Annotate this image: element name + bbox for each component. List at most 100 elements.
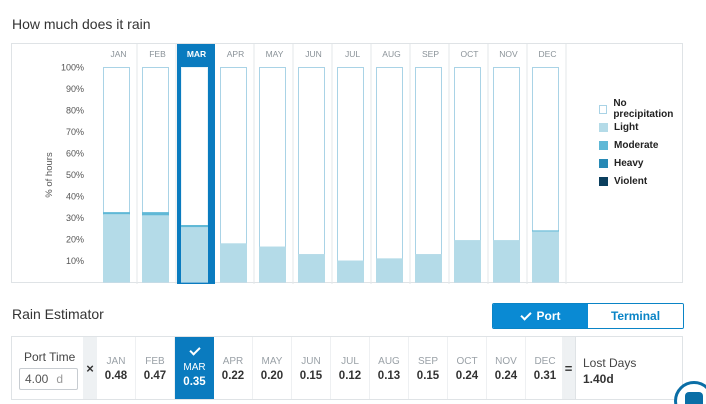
y-tick-label: 60% [66,149,84,159]
month-column-may[interactable]: MAY [259,44,294,284]
month-value: 0.15 [416,370,440,382]
month-column-oct[interactable]: OCT [454,44,489,284]
checkmark-icon [189,344,201,356]
x-tick-label: SEP [422,49,439,59]
bar-segment-light [220,243,247,282]
x-tick-label: NOV [499,49,518,59]
y-tick-label: 20% [66,235,84,245]
month-value: 0.48 [104,370,128,382]
month-value: 0.31 [533,370,557,382]
month-name: MAR [183,362,206,373]
port-toggle-label: Port [536,309,561,323]
month-value: 0.24 [494,370,518,382]
terminal-toggle-label: Terminal [610,309,661,323]
bar-segment-light [259,246,286,282]
bar-segment-light [415,254,442,282]
bar-segment-moderate [532,230,559,232]
bar-segment-light [337,260,364,282]
month-column-dec[interactable]: DEC [532,44,567,284]
port-toggle-button[interactable]: Port [493,304,588,328]
lost-days-value: 1.40d [583,372,614,386]
month-name: DEC [534,356,556,367]
month-column-apr[interactable]: APR [220,44,255,284]
estimator-month-jul[interactable]: JUL 0.12 [331,337,370,399]
x-tick-label: FEB [149,49,166,59]
legend-swatch [599,158,608,168]
x-tick-label: OCT [461,49,479,59]
bar-no-precipitation [337,67,364,283]
estimator-month-feb[interactable]: FEB 0.47 [136,337,175,399]
x-tick-label: MAY [266,49,284,59]
port-time-value: 4.00 [25,372,49,386]
month-name: APR [222,356,244,367]
estimator-month-nov[interactable]: NOV 0.24 [487,337,526,399]
estimator-month-oct[interactable]: OCT 0.24 [448,337,487,399]
lost-days-label: Lost Days [583,356,637,370]
month-value: 0.22 [221,370,245,382]
month-value: 0.20 [260,370,284,382]
y-tick-label: 30% [66,213,84,223]
legend-item: Moderate [599,136,682,154]
bar-segment-light [532,231,559,282]
terminal-toggle-button[interactable]: Terminal [588,304,683,328]
legend-label: Moderate [614,139,659,151]
bar-segment-moderate [181,225,208,228]
month-column-sep[interactable]: SEP [415,44,450,284]
month-value: 0.13 [377,370,401,382]
estimator-month-jan[interactable]: JAN 0.48 [97,337,136,399]
month-column-aug[interactable]: AUG [376,44,411,284]
port-time-input[interactable]: 4.00 d [19,368,78,390]
legend-item: Heavy [599,154,682,172]
y-tick-label: 80% [66,106,84,116]
month-name: NOV [495,356,517,367]
bar-segment-light [298,254,325,282]
month-column-jan[interactable]: JAN [103,44,138,284]
month-value: 0.35 [183,376,206,388]
bar-segment-light [454,240,481,282]
month-name: JAN [106,356,126,367]
month-value: 0.24 [455,370,479,382]
y-tick-label: 50% [66,170,84,180]
month-name: MAY [261,356,283,367]
port-time-unit: d [56,372,64,386]
y-tick-label: 90% [66,84,84,94]
x-tick-label: DEC [539,49,557,59]
estimator-month-may[interactable]: MAY 0.20 [253,337,292,399]
estimator-month-sep[interactable]: SEP 0.15 [409,337,448,399]
bar-segment-moderate [142,212,169,216]
estimator-month-aug[interactable]: AUG 0.13 [370,337,409,399]
chat-bubble-icon [685,392,703,404]
month-column-mar[interactable]: MAR [177,44,215,284]
x-tick-label: JUN [305,49,322,59]
bar-segment-light [376,258,403,282]
bar-segment-moderate [103,212,130,215]
month-column-nov[interactable]: NOV [493,44,528,284]
legend-swatch [599,140,608,150]
estimator-month-jun[interactable]: JUN 0.15 [292,337,331,399]
bar-no-precipitation [415,67,442,283]
chat-button[interactable] [674,381,706,404]
month-name: JUN [301,356,321,367]
estimator-month-dec[interactable]: DEC 0.31 [526,337,565,399]
legend-swatch [599,176,608,186]
legend-swatch [599,104,608,114]
chart-legend: No precipitation Light Moderate Heavy Violen… [599,98,682,190]
month-name: FEB [145,356,165,367]
month-name: AUG [378,356,400,367]
month-column-jul[interactable]: JUL [337,44,372,284]
legend-item: Light [599,118,682,136]
legend-label: No precipitation [613,98,674,120]
month-column-feb[interactable]: FEB [142,44,177,284]
estimator-month-mar[interactable]: MAR 0.35 [175,337,214,399]
rain-chart: % of hours 10% 20% 30% 40% 50% 60% 70% 80% 90% 100… [44,44,567,284]
bar-no-precipitation [259,67,286,283]
x-tick-label: APR [227,49,244,59]
equals-operator: = [562,337,576,399]
y-tick-label: 40% [66,192,84,202]
month-column-jun[interactable]: JUN [298,44,333,284]
bar-no-precipitation [298,67,325,283]
estimator-month-apr[interactable]: APR 0.22 [214,337,253,399]
month-value: 0.12 [338,370,362,382]
estimator-title: Rain Estimator [12,306,104,322]
month-name: SEP [417,356,438,367]
